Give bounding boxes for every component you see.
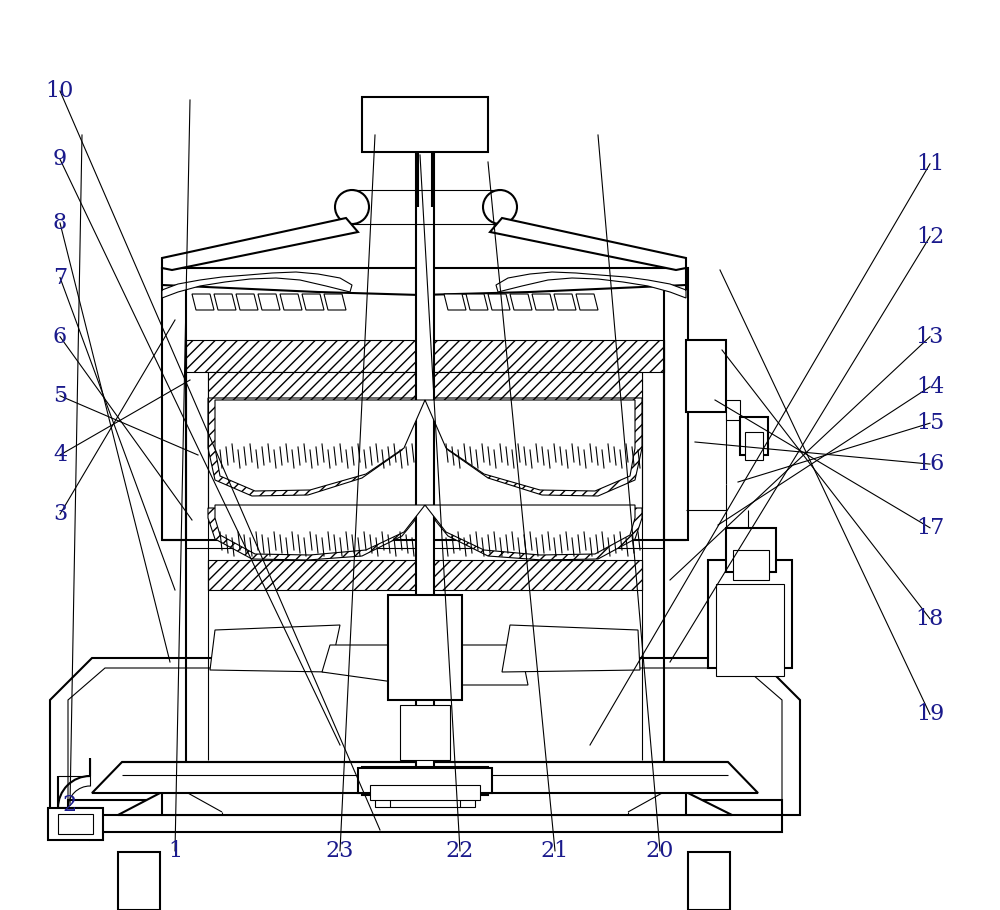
Polygon shape	[510, 294, 532, 310]
Polygon shape	[208, 508, 425, 560]
Polygon shape	[496, 268, 686, 298]
Polygon shape	[425, 400, 635, 491]
Polygon shape	[162, 268, 352, 298]
Text: 22: 22	[446, 840, 474, 862]
Bar	[48, 808, 103, 840]
Text: 17: 17	[916, 517, 944, 539]
Text: 8: 8	[53, 212, 67, 234]
Bar	[68, 814, 782, 832]
Bar	[726, 400, 740, 420]
Polygon shape	[425, 508, 642, 560]
Bar	[688, 852, 730, 910]
Bar	[686, 340, 726, 412]
Polygon shape	[532, 294, 554, 310]
Text: 21: 21	[541, 840, 569, 862]
Text: 19: 19	[916, 703, 944, 725]
Polygon shape	[425, 505, 635, 555]
Bar	[118, 852, 160, 910]
Text: 4: 4	[53, 444, 67, 466]
Polygon shape	[554, 294, 576, 310]
Bar	[58, 814, 93, 834]
Polygon shape	[576, 294, 598, 310]
Polygon shape	[210, 625, 340, 672]
Bar	[400, 705, 450, 760]
Bar	[358, 768, 492, 793]
Text: 16: 16	[916, 453, 944, 475]
Polygon shape	[68, 668, 782, 815]
Bar	[162, 268, 186, 540]
Polygon shape	[280, 294, 302, 310]
Bar	[370, 785, 480, 800]
Polygon shape	[215, 400, 425, 491]
Text: 18: 18	[916, 608, 944, 630]
Text: 11: 11	[916, 153, 944, 175]
Bar	[416, 144, 434, 792]
Polygon shape	[208, 372, 642, 398]
Polygon shape	[236, 294, 258, 310]
Text: 5: 5	[53, 385, 67, 407]
Polygon shape	[425, 645, 528, 685]
Text: 12: 12	[916, 226, 944, 248]
Text: 14: 14	[916, 376, 944, 398]
Polygon shape	[162, 268, 686, 295]
Bar	[68, 800, 782, 815]
Bar	[664, 268, 688, 540]
Polygon shape	[192, 294, 214, 310]
Polygon shape	[186, 340, 664, 372]
Bar	[716, 584, 784, 676]
Polygon shape	[490, 218, 686, 270]
Polygon shape	[488, 294, 510, 310]
Text: 2: 2	[63, 794, 77, 816]
Polygon shape	[214, 294, 236, 310]
Text: 13: 13	[916, 326, 944, 348]
Ellipse shape	[483, 190, 517, 224]
Bar	[708, 560, 792, 668]
Text: 3: 3	[53, 503, 67, 525]
Polygon shape	[258, 294, 280, 310]
Bar	[388, 595, 462, 700]
Text: 23: 23	[326, 840, 354, 862]
Bar	[726, 528, 776, 572]
Bar	[362, 767, 488, 795]
Text: 6: 6	[53, 326, 67, 348]
Polygon shape	[322, 645, 420, 685]
Polygon shape	[208, 398, 425, 496]
Polygon shape	[208, 560, 642, 590]
Polygon shape	[118, 792, 732, 815]
Text: 7: 7	[53, 267, 67, 288]
Text: 10: 10	[46, 80, 74, 102]
Polygon shape	[502, 625, 640, 672]
Polygon shape	[162, 218, 358, 270]
Ellipse shape	[335, 190, 369, 224]
Text: 1: 1	[168, 840, 182, 862]
Polygon shape	[444, 294, 466, 310]
Bar	[375, 794, 475, 807]
Text: 9: 9	[53, 148, 67, 170]
Text: 15: 15	[916, 412, 944, 434]
Bar	[362, 97, 488, 152]
Polygon shape	[425, 398, 642, 496]
Polygon shape	[466, 294, 488, 310]
Polygon shape	[92, 762, 758, 793]
Text: 20: 20	[646, 840, 674, 862]
Polygon shape	[324, 294, 346, 310]
Polygon shape	[302, 294, 324, 310]
Bar	[740, 417, 768, 455]
Bar	[745, 432, 763, 460]
Bar	[733, 550, 769, 580]
Polygon shape	[50, 658, 800, 815]
Polygon shape	[215, 505, 425, 555]
